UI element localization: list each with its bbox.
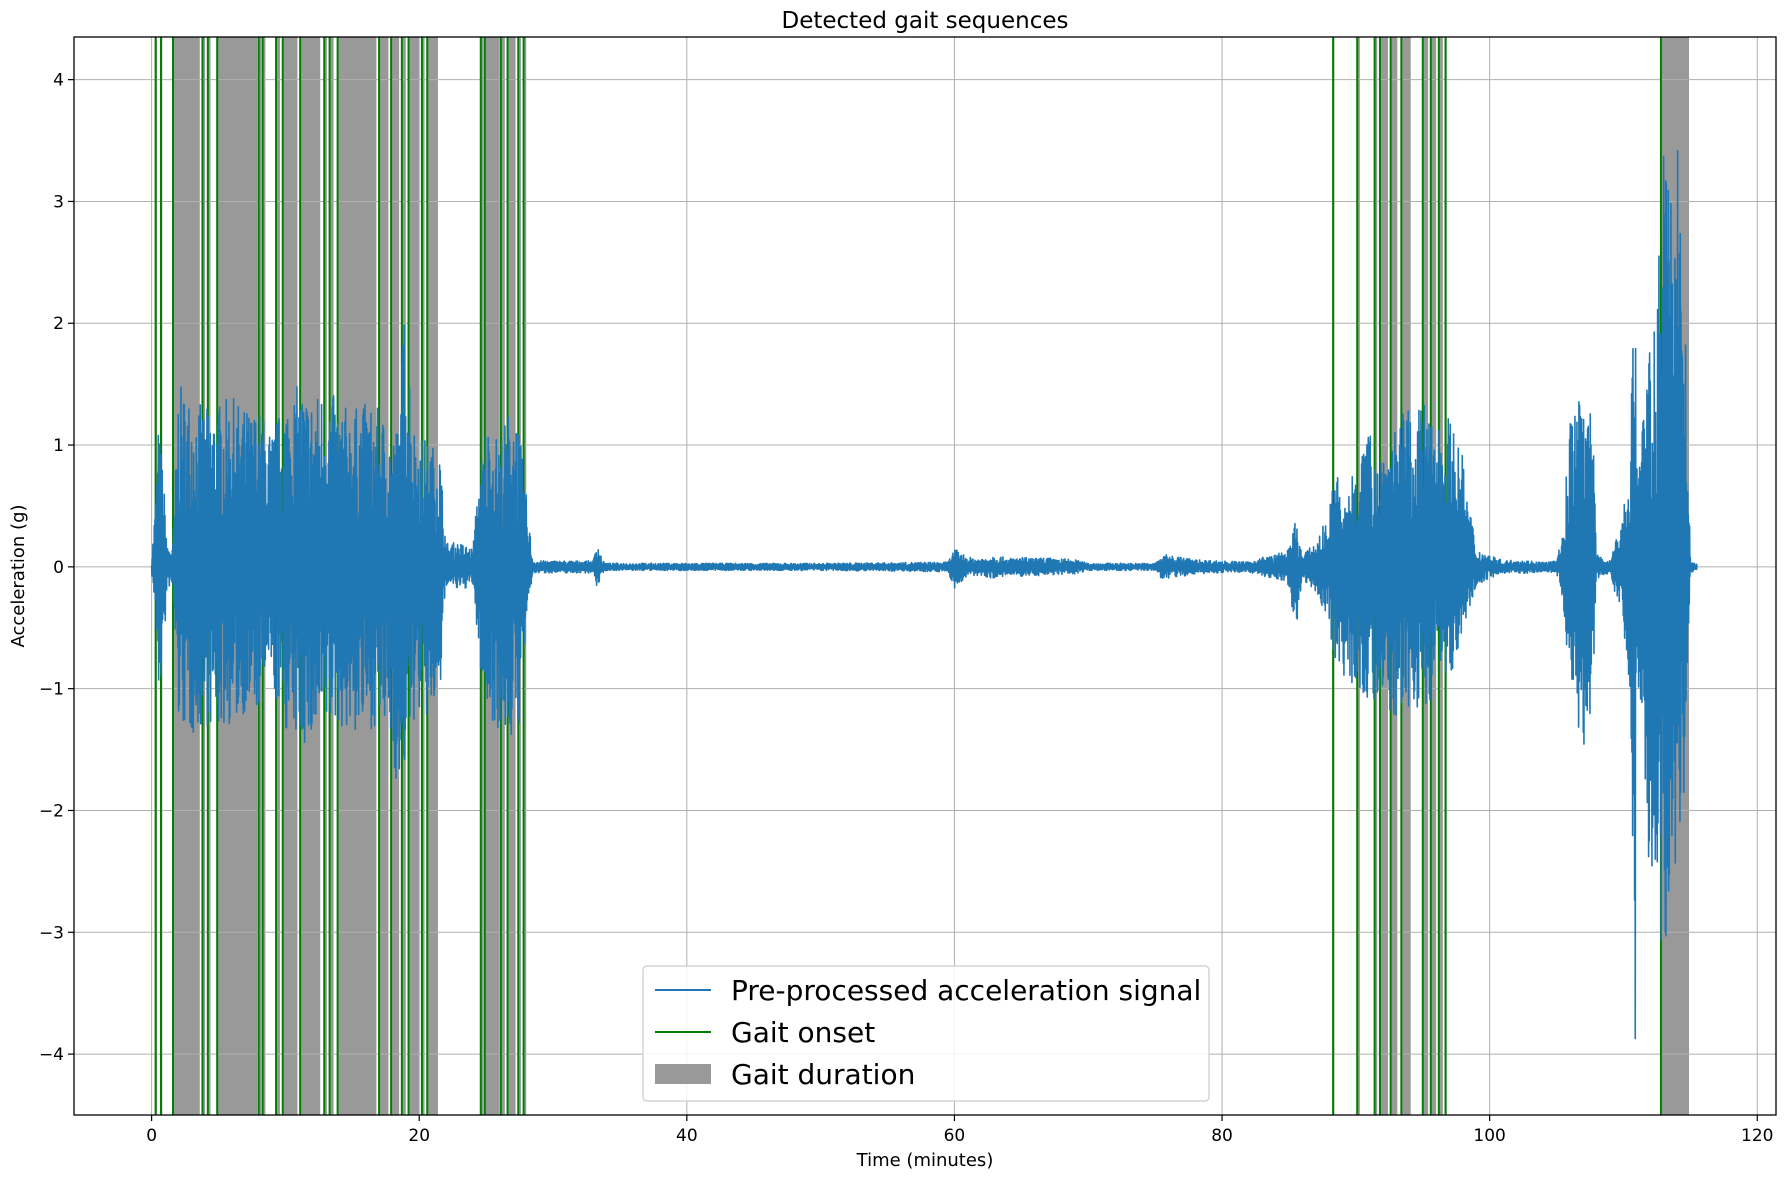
y-tick-label-8: 4 bbox=[53, 71, 64, 91]
legend-onset-label: Gait onset bbox=[731, 1016, 875, 1049]
acceleration-signal bbox=[150, 149, 1698, 1040]
chart-title: Detected gait sequences bbox=[782, 8, 1069, 34]
y-tick-label-0: −4 bbox=[39, 1045, 64, 1065]
x-tick-label-4: 80 bbox=[1211, 1126, 1233, 1146]
x-tick-label-3: 60 bbox=[944, 1126, 966, 1146]
x-tick-label-0: 0 bbox=[146, 1126, 157, 1146]
y-tick-label-7: 3 bbox=[53, 192, 64, 212]
x-tick-label-2: 40 bbox=[676, 1126, 698, 1146]
legend-box bbox=[642, 965, 1210, 1102]
x-tick-label-6: 120 bbox=[1741, 1126, 1773, 1146]
x-axis-ticks: 0 20 40 60 80 100 120 bbox=[146, 1115, 1773, 1146]
x-tick-label-1: 20 bbox=[408, 1126, 430, 1146]
y-axis-title: Acceleration (g) bbox=[8, 504, 29, 647]
plot-area-frame bbox=[73, 36, 1777, 1116]
acceleration-signal-line bbox=[150, 149, 1698, 1040]
y-tick-label-5: 1 bbox=[53, 436, 64, 456]
legend-duration-swatch bbox=[655, 1064, 711, 1084]
legend-duration-label: Gait duration bbox=[731, 1058, 915, 1091]
x-axis-title: Time (minutes) bbox=[856, 1150, 994, 1171]
y-tick-label-1: −3 bbox=[39, 923, 64, 943]
y-tick-label-2: −2 bbox=[39, 801, 64, 821]
y-tick-label-6: 2 bbox=[53, 314, 64, 334]
x-tick-label-5: 100 bbox=[1473, 1126, 1505, 1146]
y-tick-label-3: −1 bbox=[39, 680, 64, 700]
legend-signal-label: Pre-processed acceleration signal bbox=[731, 974, 1201, 1007]
legend: Pre-processed acceleration signal Gait o… bbox=[642, 965, 1210, 1102]
y-axis-ticks: −4 −3 −2 −1 0 1 2 3 4 bbox=[39, 71, 74, 1065]
y-tick-label-4: 0 bbox=[53, 558, 64, 578]
